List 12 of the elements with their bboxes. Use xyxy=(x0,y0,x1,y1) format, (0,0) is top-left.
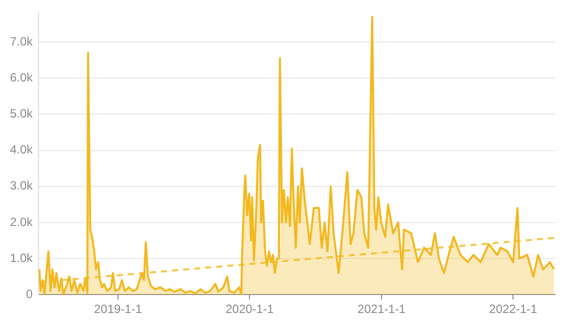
y-tick-label: 4.0k xyxy=(10,142,34,157)
y-tick-label: 6.0k xyxy=(10,70,34,84)
y-tick-label: 1.0k xyxy=(10,250,34,265)
x-tick-label: 2019-1-1 xyxy=(94,302,142,316)
y-tick-label: 5.0k xyxy=(10,106,34,121)
y-tick-label: 7.0k xyxy=(10,34,34,48)
y-tick-label: 0 xyxy=(26,286,33,301)
x-tick-label: 2022-1-1 xyxy=(489,302,538,316)
y-tick-label: 2.0k xyxy=(10,214,34,229)
y-tick-label: 3.0k xyxy=(10,178,34,193)
x-tick-label: 2021-1-1 xyxy=(358,302,406,316)
x-tick-label: 2020-1-1 xyxy=(226,302,274,316)
